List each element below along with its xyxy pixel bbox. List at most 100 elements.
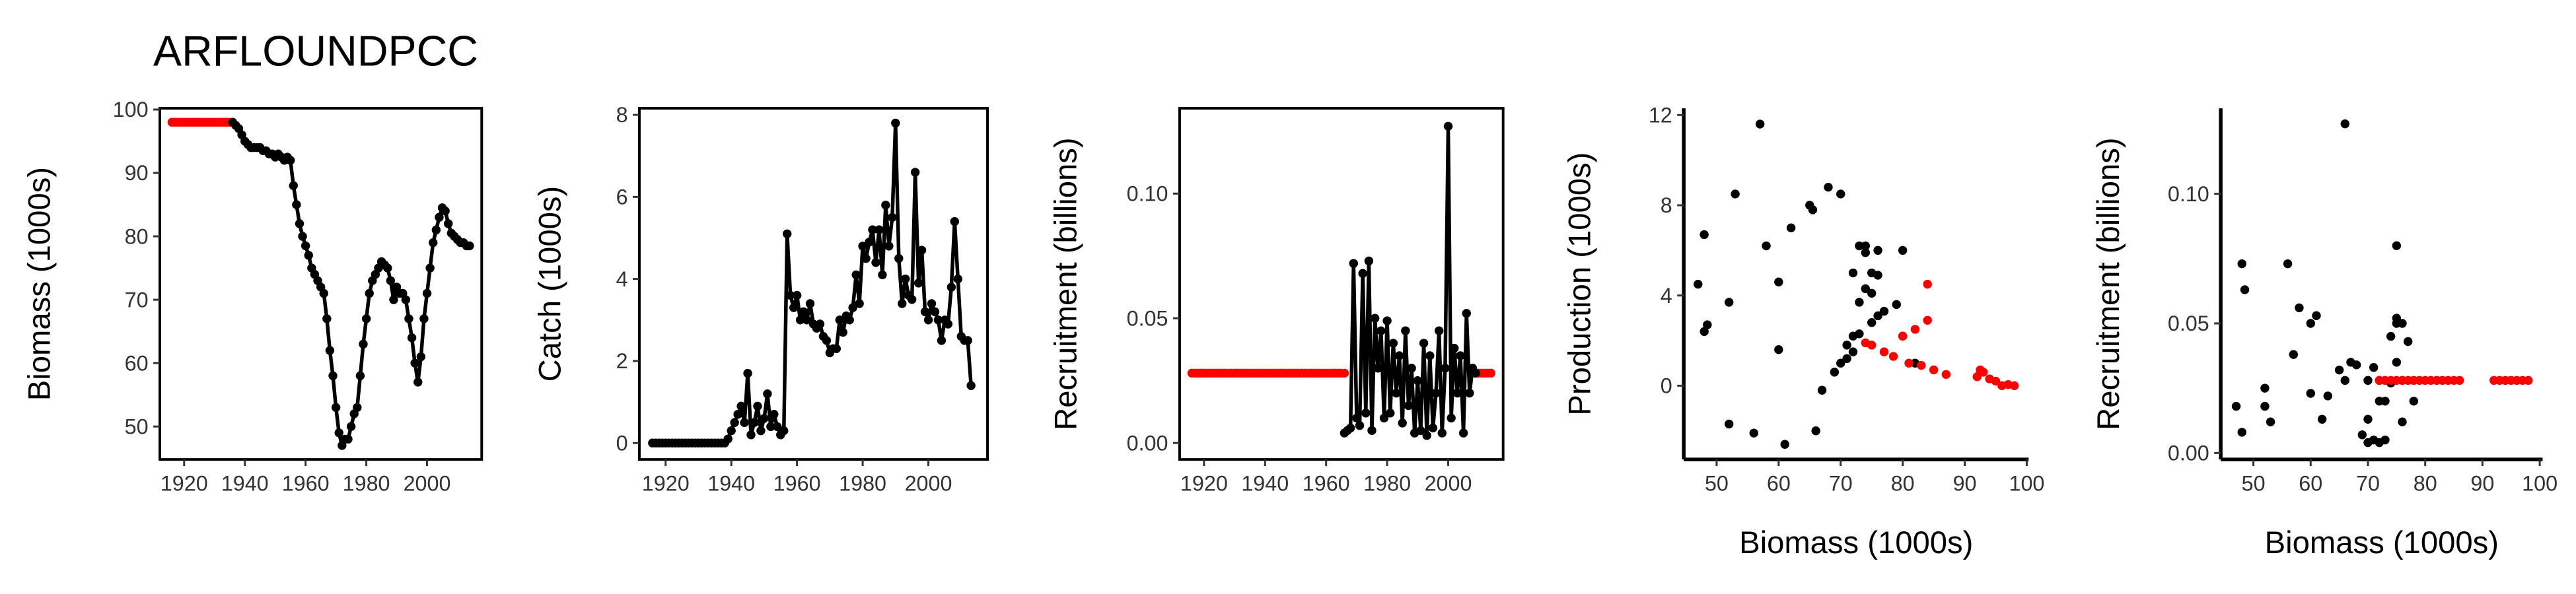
data-point	[1731, 189, 1740, 199]
data-point	[292, 200, 301, 209]
x-tick-label: 80	[1891, 471, 1915, 495]
data-point	[1434, 326, 1444, 335]
y-tick-label: 0.00	[2168, 442, 2209, 465]
data-point	[2363, 376, 2373, 385]
data-point	[901, 274, 910, 284]
data-point	[1861, 248, 1871, 257]
data-point	[1755, 119, 1765, 129]
data-point	[2340, 376, 2350, 385]
data-point	[1836, 358, 1845, 368]
x-tick-label: 60	[1767, 471, 1791, 495]
data-point	[881, 201, 890, 210]
data-point	[910, 168, 920, 177]
data-point	[322, 314, 332, 323]
data-point	[2240, 285, 2250, 294]
data-point	[365, 288, 374, 298]
data-point	[1879, 347, 1889, 356]
y-tick-label: 60	[125, 351, 149, 375]
data-point	[1456, 351, 1465, 360]
data-point	[410, 358, 419, 368]
data-point	[1910, 325, 1920, 334]
data-point	[927, 299, 937, 308]
data-point	[746, 430, 756, 440]
plot-frame	[637, 107, 989, 461]
y-tick-label: 0.05	[1127, 306, 1168, 330]
data-point	[953, 274, 962, 284]
data-point	[845, 315, 854, 325]
data-point	[1394, 351, 1404, 360]
data-point	[1699, 327, 1709, 337]
data-point	[1340, 368, 1349, 378]
data-point	[2392, 358, 2402, 367]
data-point	[1888, 352, 1898, 361]
data-point	[407, 333, 417, 343]
x-tick-label: 1920	[642, 471, 690, 495]
data-point	[1808, 205, 1818, 214]
data-point	[937, 336, 947, 345]
data-point	[2351, 360, 2361, 370]
x-tick-label: 100	[2009, 471, 2044, 495]
data-point	[2380, 397, 2390, 406]
data-point	[1749, 428, 1758, 438]
x-tick-label: 1960	[282, 471, 330, 495]
data-point	[1848, 347, 1858, 356]
data-point	[888, 213, 897, 222]
data-point	[2363, 414, 2373, 424]
data-point	[789, 303, 799, 312]
data-point	[1811, 426, 1820, 436]
data-point	[773, 422, 782, 432]
data-point	[1923, 279, 1932, 289]
y-axis-label: Production (1000s)	[1562, 152, 1597, 416]
data-point	[353, 403, 362, 412]
data-point	[805, 299, 815, 308]
data-point	[1425, 351, 1435, 360]
data-point	[1486, 368, 1495, 378]
data-point	[2231, 401, 2241, 411]
data-point	[832, 344, 841, 354]
data-point	[750, 418, 759, 427]
data-point	[401, 295, 411, 304]
x-tick-label: 70	[2356, 471, 2380, 495]
x-tick-label: 90	[1953, 471, 1977, 495]
plot-frame	[159, 107, 483, 461]
data-point	[2317, 414, 2327, 424]
y-tick-label: 80	[125, 224, 149, 248]
data-point	[2323, 391, 2333, 401]
data-point	[913, 279, 923, 288]
data-point	[416, 352, 426, 362]
data-point	[851, 270, 861, 280]
data-point	[1345, 423, 1355, 433]
data-point	[1428, 423, 1438, 433]
data-point	[753, 401, 762, 411]
data-point	[1352, 413, 1361, 423]
data-point	[2524, 376, 2533, 385]
x-tick-label: 1980	[839, 471, 886, 495]
data-point	[891, 118, 900, 128]
data-point	[838, 327, 847, 337]
data-point	[1817, 385, 1827, 395]
data-point	[930, 307, 940, 317]
x-tick-label: 50	[2242, 471, 2266, 495]
data-point	[783, 229, 792, 238]
x-tick-label: 50	[1705, 471, 1729, 495]
data-point	[2237, 259, 2246, 269]
data-point	[947, 282, 956, 292]
data-point	[878, 270, 887, 280]
data-point	[1388, 339, 1398, 348]
y-tick-label: 0	[1661, 374, 1672, 398]
x-tick-label: 1940	[221, 471, 269, 495]
y-axis-label: Recruitment (billions)	[1048, 137, 1083, 430]
data-point	[2334, 365, 2344, 375]
data-point	[871, 258, 880, 267]
data-point	[868, 225, 877, 234]
data-point	[815, 319, 825, 329]
data-point	[2283, 259, 2293, 269]
y-tick-label: 8	[1661, 193, 1672, 217]
data-point	[822, 336, 832, 345]
data-point	[933, 315, 943, 325]
data-point	[1898, 246, 1908, 255]
data-point	[1447, 413, 1456, 423]
data-point	[1441, 364, 1450, 373]
data-point	[2369, 363, 2379, 372]
